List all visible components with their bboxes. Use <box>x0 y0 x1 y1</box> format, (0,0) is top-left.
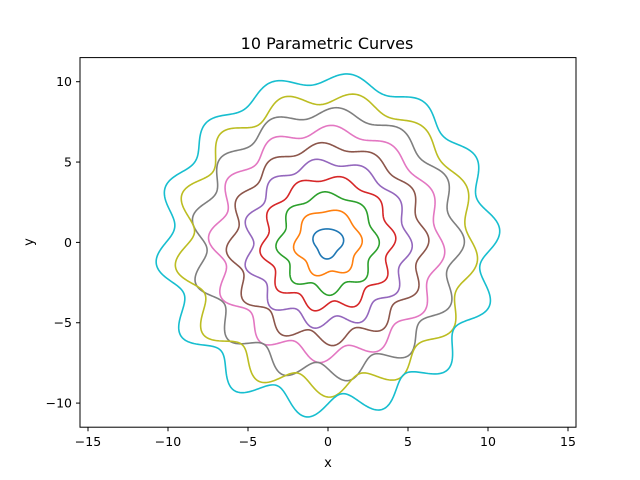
y-tick-label: 5 <box>64 155 72 170</box>
x-tick-label: 10 <box>480 434 496 449</box>
series-curve-3 <box>275 191 381 297</box>
y-axis: −10 −5 0 5 10 <box>46 74 80 411</box>
series-curve-2 <box>292 209 364 277</box>
y-axis-label: y <box>22 238 37 246</box>
series-curve-1 <box>312 228 345 260</box>
x-axis-label: x <box>324 456 332 471</box>
y-tick-label: 0 <box>64 235 72 250</box>
y-tick-label: −5 <box>54 315 72 330</box>
x-tick-label: −15 <box>75 434 101 449</box>
y-tick-label: 10 <box>56 74 72 89</box>
plot-frame <box>79 57 577 428</box>
y-tick-label: −10 <box>46 396 72 411</box>
x-tick-label: −10 <box>155 434 181 449</box>
curves-group <box>155 73 501 418</box>
series-curve-9 <box>174 93 479 398</box>
series-curve-7 <box>207 124 446 364</box>
chart-title: 10 Parametric Curves <box>241 34 414 53</box>
series-curve-8 <box>191 106 466 382</box>
x-tick-label: 5 <box>404 434 412 449</box>
series-curve-5 <box>244 158 414 329</box>
series-curve-6 <box>225 141 430 347</box>
series-curve-10 <box>155 73 501 418</box>
x-tick-label: 0 <box>324 434 332 449</box>
x-tick-label: 15 <box>560 434 576 449</box>
x-tick-label: −5 <box>239 434 257 449</box>
x-axis: −15 −10 −5 0 5 10 15 <box>75 427 576 449</box>
series-curve-4 <box>259 175 397 312</box>
